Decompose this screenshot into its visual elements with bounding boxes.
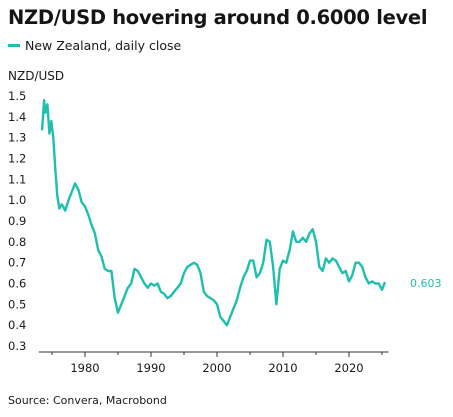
series-group bbox=[40, 98, 386, 327]
legend-line-swatch bbox=[8, 44, 20, 47]
chart-title: NZD/USD hovering around 0.6000 level bbox=[8, 6, 428, 29]
end-value-label: 0.603 bbox=[410, 277, 442, 290]
y-tick-label: 0.3 bbox=[8, 339, 26, 353]
y-tick-label: 0.9 bbox=[8, 214, 26, 228]
source-note: Source: Convera, Macrobond bbox=[8, 394, 167, 407]
y-tick-label: 1.2 bbox=[8, 152, 26, 166]
y-tick-label: 1.0 bbox=[8, 193, 26, 207]
chart-legend: New Zealand, daily close bbox=[8, 38, 181, 53]
y-axis-title: NZD/USD bbox=[8, 69, 64, 83]
y-tick-label: 0.5 bbox=[8, 297, 26, 311]
x-axis: 1980 1990 2000 2010 2020 bbox=[38, 351, 389, 375]
end-value-group: 0.603 bbox=[410, 277, 442, 290]
series-line-new-zealand bbox=[40, 98, 386, 327]
x-tick-label: 2020 bbox=[334, 361, 363, 375]
x-tick-label: 1990 bbox=[136, 361, 165, 375]
x-tick-label: 1980 bbox=[70, 361, 99, 375]
x-tick-label: 2000 bbox=[202, 361, 231, 375]
y-tick-label: 1.5 bbox=[8, 89, 26, 103]
y-tick-label: 0.8 bbox=[8, 235, 26, 249]
y-tick-label: 1.1 bbox=[8, 172, 26, 186]
y-tick-labels: 1.5 1.4 1.3 1.2 1.1 1.0 0.9 0.8 0.7 0.6 0.5 0.4 0.3 bbox=[8, 89, 26, 353]
x-tick-label: 2010 bbox=[268, 361, 297, 375]
y-tick-label: 0.4 bbox=[8, 318, 26, 332]
y-tick-label: 0.6 bbox=[8, 277, 26, 291]
legend-label: New Zealand, daily close bbox=[25, 38, 182, 53]
y-tick-label: 0.7 bbox=[8, 256, 26, 270]
y-tick-label: 1.4 bbox=[8, 110, 26, 124]
y-tick-label: 1.3 bbox=[8, 131, 26, 145]
